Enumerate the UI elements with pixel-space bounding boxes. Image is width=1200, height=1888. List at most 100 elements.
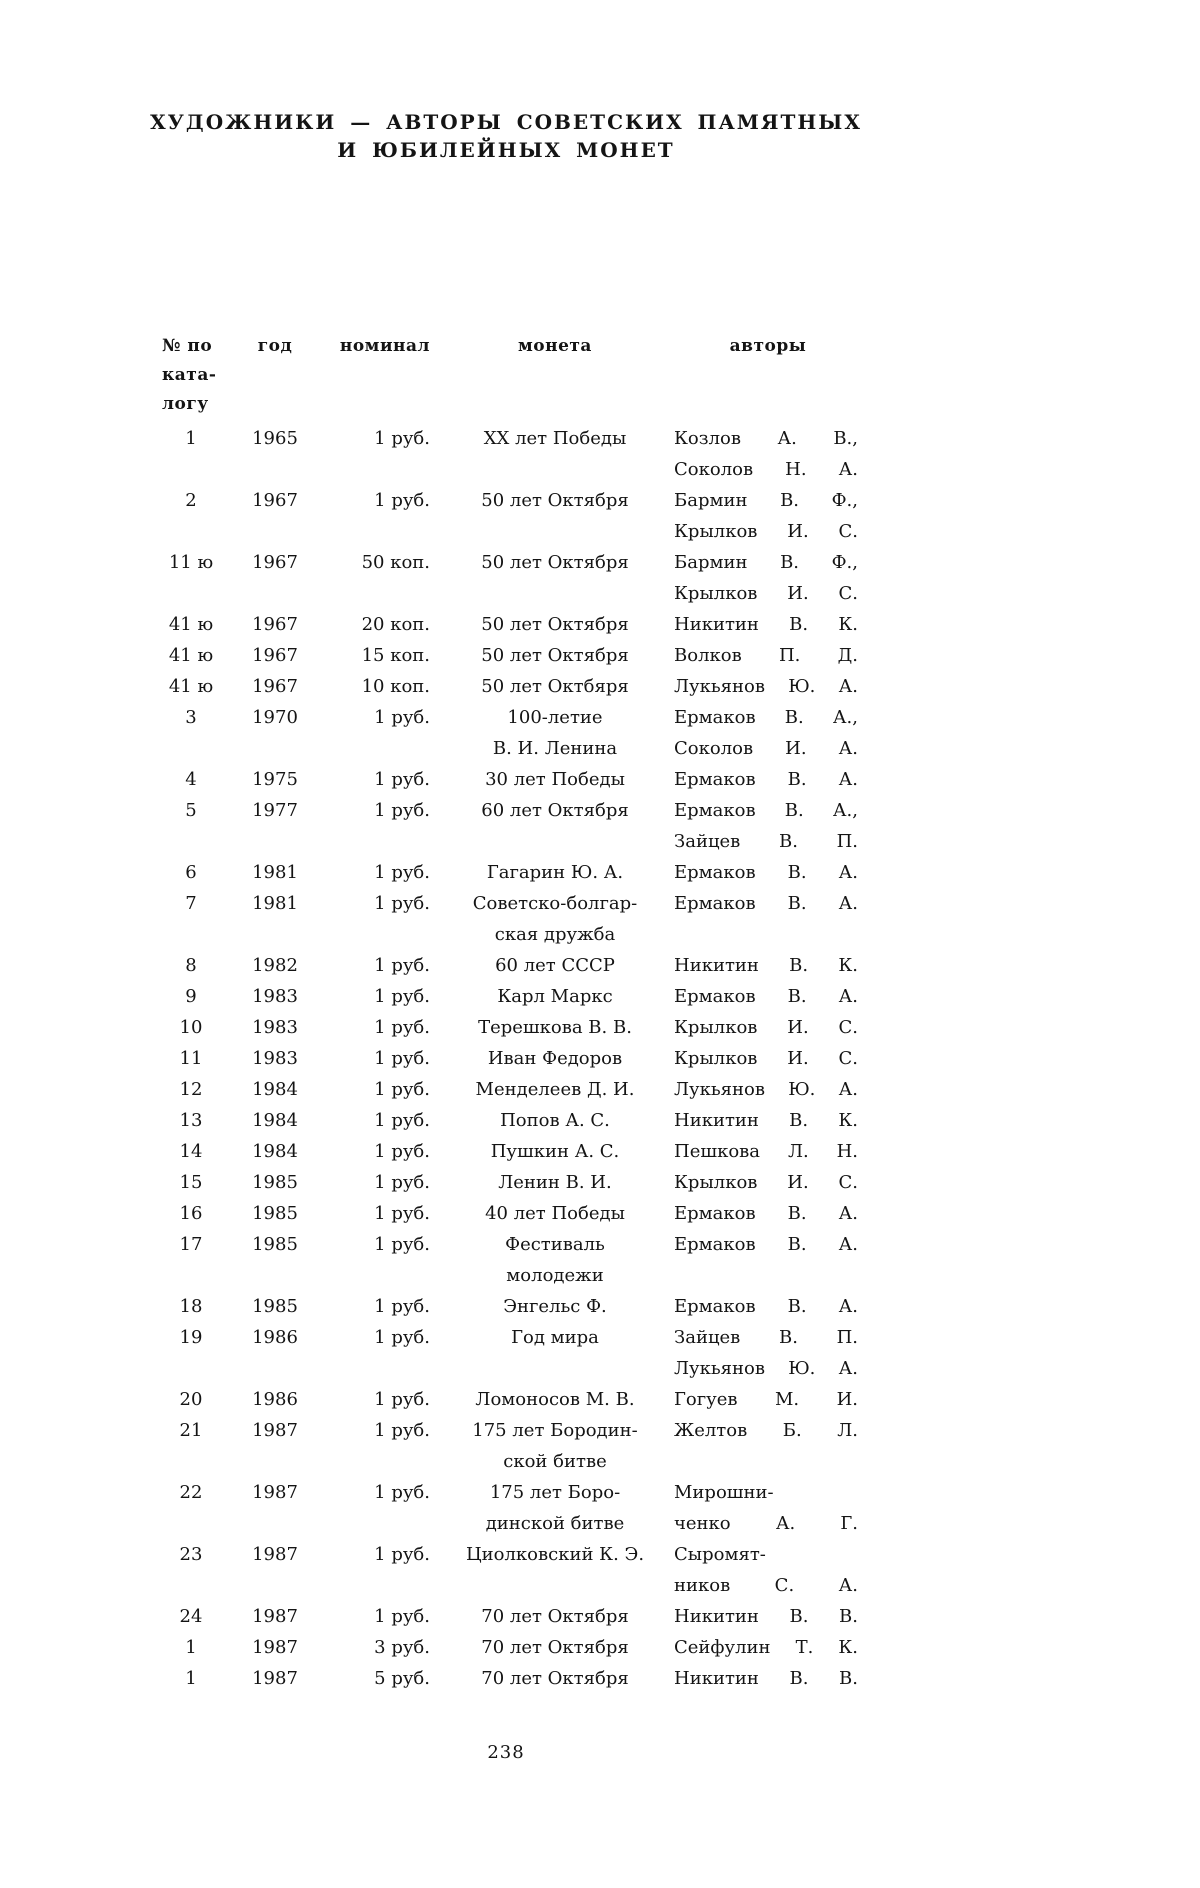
year: 1986 xyxy=(252,1327,298,1348)
author-token: Л. xyxy=(787,1141,809,1162)
coin-name-line: Гагарин Ю. А. xyxy=(486,862,624,883)
authors: Сейфулин Т. К. xyxy=(674,1632,862,1663)
coin-name-line: Карл Маркс xyxy=(497,986,613,1007)
year: 1970 xyxy=(252,707,298,728)
authors: Ермаков В. А. xyxy=(674,1229,862,1291)
denomination: 1 руб. xyxy=(374,490,430,511)
author-token: И. xyxy=(787,521,809,542)
author-token: В. xyxy=(789,955,809,976)
author-token: В. xyxy=(787,1234,807,1255)
author-token: Сыромят- xyxy=(674,1544,766,1565)
coin-name-line: Советско-болгар- xyxy=(472,893,638,914)
author-token: Бармин xyxy=(674,552,748,573)
coin-name-line: 50 лет Октября xyxy=(481,614,629,635)
coin-name: 50 лет Октября xyxy=(436,547,674,609)
denomination: 1 руб. xyxy=(374,955,430,976)
author-token: К. xyxy=(838,1637,858,1658)
author-token: В. xyxy=(839,1668,858,1689)
author-token: Н. xyxy=(836,1141,858,1162)
authors: Никитин В. В. xyxy=(674,1663,862,1694)
coin-name-line: 50 лет Октбяря xyxy=(481,676,629,697)
author-line: Ермаков В. А. xyxy=(674,1229,862,1260)
author-token: И. xyxy=(787,1017,809,1038)
denomination: 1 руб. xyxy=(374,893,430,914)
catalog-number: 5 xyxy=(185,800,197,821)
authors: Лукьянов Ю. А. xyxy=(674,1074,862,1105)
author-token: В. xyxy=(787,986,807,1007)
author-token: В. xyxy=(778,831,798,852)
author-token: Никитин xyxy=(674,955,759,976)
column-header-catalog: № по ката- логу xyxy=(162,336,217,414)
author-token: Соколов xyxy=(674,459,754,480)
author-token: Ермаков xyxy=(674,800,756,821)
coin-name-line: Менделеев Д. И. xyxy=(475,1079,635,1100)
author-token: А. xyxy=(838,1234,858,1255)
catalog-number: 16 xyxy=(179,1203,203,1224)
author-token: Ю. xyxy=(788,1079,816,1100)
author-line: Ермаков В. А. xyxy=(674,981,862,1012)
denomination: 1 руб. xyxy=(374,986,430,1007)
page-title-line-1: ХУДОЖНИКИ — АВТОРЫ СОВЕТСКИХ ПАМЯТНЫХ xyxy=(150,110,862,134)
coin-name-line: Циолковский К. Э. xyxy=(465,1544,645,1565)
author-token: А. xyxy=(838,1079,858,1100)
authors: Ермаков В. А., Зайцев В. П. xyxy=(674,795,862,857)
author-token: Ермаков xyxy=(674,893,756,914)
coin-name-line: 50 лет Октября xyxy=(481,490,629,511)
coin-name-line: 50 лет Октября xyxy=(481,552,629,573)
denomination: 1 руб. xyxy=(374,1327,430,1348)
author-token: Соколов xyxy=(674,738,754,759)
author-line: Козлов А. В., xyxy=(674,423,862,454)
denomination: 15 коп. xyxy=(361,645,430,666)
authors: Крылков И. С. xyxy=(674,1167,862,1198)
catalog-number: 9 xyxy=(185,986,197,1007)
author-token: А. xyxy=(838,676,858,697)
coin-name: 100-летие В. И. Ленина xyxy=(436,702,674,764)
catalog-number: 4 xyxy=(185,769,197,790)
page-number: 238 xyxy=(487,1742,525,1763)
denomination: 1 руб. xyxy=(374,862,430,883)
catalog-number: 19 xyxy=(179,1327,203,1348)
page-title: ХУДОЖНИКИ — АВТОРЫ СОВЕТСКИХ ПАМЯТНЫХ И … xyxy=(150,108,862,164)
coin-name-line: 70 лет Октября xyxy=(481,1668,629,1689)
year: 1983 xyxy=(252,1017,298,1038)
author-line: Лукьянов Ю. А. xyxy=(674,1074,862,1105)
author-token: С. xyxy=(838,1017,858,1038)
denomination: 50 коп. xyxy=(361,552,430,573)
author-token: В. xyxy=(784,800,804,821)
author-token: Г. xyxy=(840,1513,858,1534)
author-token: И. xyxy=(836,1389,858,1410)
author-token: А., xyxy=(832,707,858,728)
coin-name-line: 70 лет Октября xyxy=(481,1637,629,1658)
catalog-number: 41 ю xyxy=(168,614,214,635)
year: 1985 xyxy=(252,1203,298,1224)
coin-name-line: Попов А. С. xyxy=(500,1110,610,1131)
author-line: Крылков И. С. xyxy=(674,1043,862,1074)
catalog-number: 13 xyxy=(179,1110,203,1131)
catalog-number: 10 xyxy=(179,1017,203,1038)
coin-name-line: Иван Федоров xyxy=(487,1048,623,1069)
coin-name: 50 лет Октбяря xyxy=(436,671,674,702)
year: 1985 xyxy=(252,1296,298,1317)
authors: Желтов Б. Л. xyxy=(674,1415,862,1477)
denomination: 5 руб. xyxy=(374,1668,430,1689)
author-token: Лукьянов xyxy=(674,1079,765,1100)
authors: Козлов А. В., Соколов Н. А. xyxy=(674,423,862,485)
denomination: 1 руб. xyxy=(374,1141,430,1162)
catalog-number: 22 xyxy=(179,1482,203,1503)
table-row: 17 1985 1 руб. Фестиваль молодежи Ермаков В. А. xyxy=(150,1229,862,1291)
authors: Никитин В. К. xyxy=(674,950,862,981)
coin-name-line: Энгельс Ф. xyxy=(503,1296,607,1317)
coin-name-line: ская дружба xyxy=(494,924,616,945)
catalog-number: 2 xyxy=(185,490,197,511)
coin-name: 30 лет Победы xyxy=(436,764,674,795)
author-token: В. xyxy=(787,1203,807,1224)
author-token: В. xyxy=(787,893,807,914)
author-token: Козлов xyxy=(674,428,741,449)
coin-name-line: 70 лет Октября xyxy=(481,1606,629,1627)
year: 1985 xyxy=(252,1234,298,1255)
author-token: Никитин xyxy=(674,1110,759,1131)
author-line: ников С. А. xyxy=(674,1570,862,1601)
table-row: 21 1987 1 руб. 175 лет Бородин-ской битве Же… xyxy=(150,1415,862,1477)
author-token: Ю. xyxy=(788,1358,816,1379)
author-token: В. xyxy=(784,707,804,728)
